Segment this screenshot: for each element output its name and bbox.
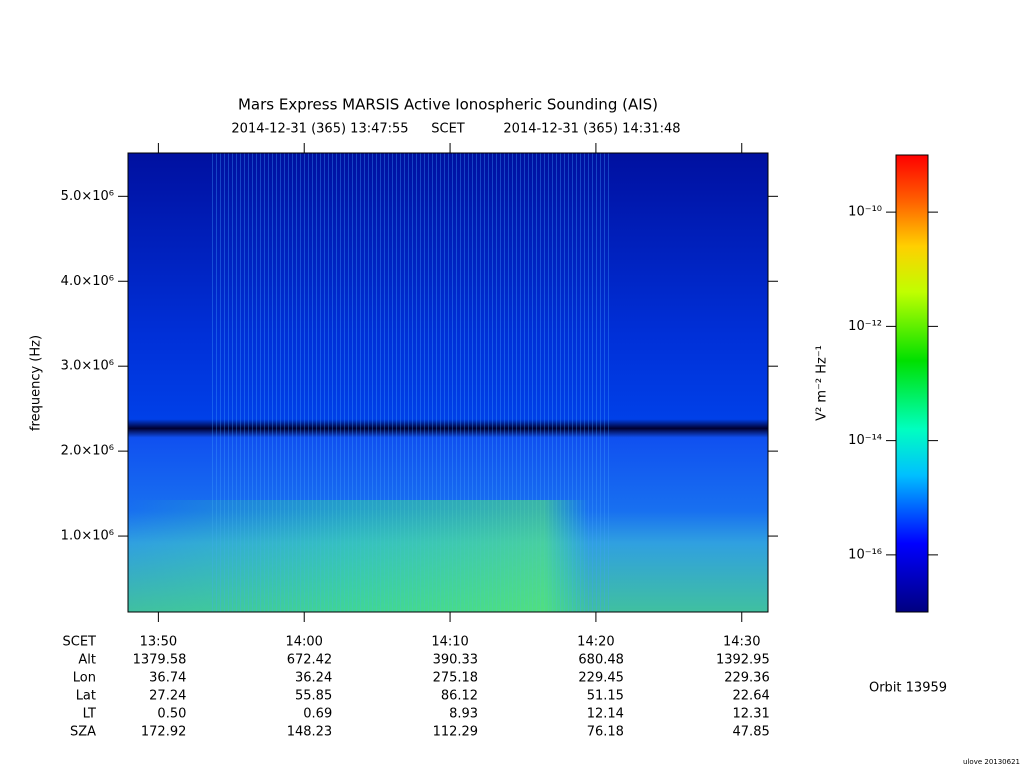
y-tick-label: 5.0×10⁶ [61,189,114,204]
ephemeris-label: Lon [73,671,96,686]
ephemeris-value: 229.45 [578,671,624,686]
y-tick-label: 2.0×10⁶ [61,444,114,459]
ephemeris-value: 275.18 [433,671,479,686]
colorbar-tick-label: 10⁻¹⁶ [848,547,882,562]
ephemeris-label: Alt [78,653,96,668]
ephemeris-value: 680.48 [578,653,624,668]
ephemeris-value: 51.15 [587,689,624,704]
ephemeris-value: 390.33 [433,653,479,668]
ephemeris-value: 36.74 [149,671,186,686]
colorbar-tick-label: 10⁻¹⁰ [848,205,882,220]
ephemeris-value: 0.69 [303,707,332,722]
ephemeris-value: 0.50 [157,707,186,722]
plot-frame [127,152,769,613]
colorbar-tick-label: 10⁻¹² [848,319,882,334]
ephemeris-value: 22.64 [733,689,770,704]
colorbar-tick-label: 10⁻¹⁴ [848,433,882,448]
x-tick-label: 14:30 [723,635,760,650]
colorbar-label: V² m⁻² Hz⁻¹ [815,345,830,421]
y-tick-label: 3.0×10⁶ [61,359,114,374]
y-tick-label: 4.0×10⁶ [61,274,114,289]
ephemeris-value: 55.85 [295,689,332,704]
x-axis-label: SCET [63,635,97,650]
ephemeris-value: 36.24 [295,671,332,686]
y-tick-label: 1.0×10⁶ [61,529,114,544]
ephemeris-value: 1392.95 [716,653,770,668]
ephemeris-value: 47.85 [733,725,770,740]
x-tick-label: 14:00 [285,635,322,650]
ephemeris-value: 1379.58 [133,653,187,668]
ephemeris-label: LT [83,707,96,722]
ephemeris-value: 76.18 [587,725,624,740]
ephemeris-label: SZA [70,725,96,740]
end-time: 2014-12-31 (365) 14:31:48 [503,122,680,137]
ephemeris-value: 112.29 [433,725,479,740]
x-tick-label: 14:20 [577,635,614,650]
ephemeris-value: 172.92 [141,725,187,740]
ephemeris-value: 229.36 [724,671,770,686]
spectrogram-glow [128,500,768,612]
colorbar [895,154,929,613]
chart-title: Mars Express MARSIS Active Ionospheric S… [238,96,658,114]
ephemeris-label: Lat [76,689,96,704]
ephemeris-value: 12.31 [733,707,770,722]
x-tick-label: 14:10 [431,635,468,650]
ephemeris-value: 12.14 [587,707,624,722]
orbit: Orbit 13959 [869,681,947,696]
y-axis-label: frequency (Hz) [29,335,44,431]
ephemeris-value: 672.42 [287,653,333,668]
ephemeris-value: 148.23 [287,725,333,740]
x-tick-label: 13:50 [140,635,177,650]
start-time: 2014-12-31 (365) 13:47:55 [231,122,408,137]
footer: ulove 20130621 [963,758,1020,766]
ephemeris-value: 8.93 [449,707,478,722]
ephemeris-value: 86.12 [441,689,478,704]
time-system: SCET [431,122,465,137]
ephemeris-value: 27.24 [149,689,186,704]
